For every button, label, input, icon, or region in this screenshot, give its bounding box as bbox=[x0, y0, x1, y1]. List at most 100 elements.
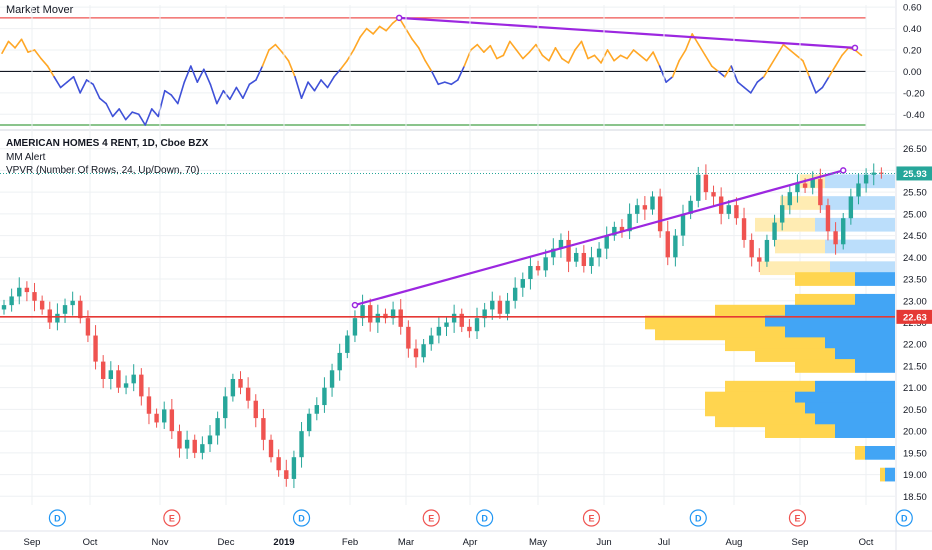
osc-segment bbox=[704, 54, 713, 67]
candle-body bbox=[261, 418, 266, 440]
osc-segment bbox=[789, 49, 798, 57]
candle-body bbox=[238, 378, 243, 388]
vp-down-bar bbox=[855, 446, 865, 460]
osc-segment bbox=[33, 49, 42, 60]
earnings-marker-icon[interactable] bbox=[163, 509, 181, 527]
candle-body bbox=[177, 431, 182, 449]
osc-tick-label: 0.00 bbox=[903, 67, 922, 78]
trendline-handle[interactable] bbox=[851, 44, 859, 52]
dividend-marker-icon[interactable] bbox=[476, 509, 494, 527]
candle-body bbox=[1, 305, 7, 310]
candle-body bbox=[657, 196, 663, 232]
dividend-marker-icon[interactable] bbox=[48, 509, 67, 527]
osc-segment bbox=[424, 59, 433, 73]
candle-body bbox=[383, 313, 388, 319]
candle-body bbox=[146, 396, 152, 414]
candle-body bbox=[833, 231, 838, 245]
candle-body bbox=[184, 439, 190, 449]
candle-body bbox=[764, 239, 770, 262]
earnings-marker-icon[interactable] bbox=[788, 509, 807, 527]
candle-body bbox=[352, 318, 358, 336]
candle-body bbox=[856, 183, 861, 197]
osc-segment bbox=[411, 38, 420, 49]
osc-segment bbox=[802, 59, 811, 78]
candle-body bbox=[154, 413, 159, 423]
last-price-tag bbox=[896, 166, 932, 181]
trendline-handle[interactable] bbox=[351, 301, 359, 309]
earnings-marker-icon[interactable] bbox=[422, 509, 440, 527]
dividend-marker-icon[interactable] bbox=[895, 509, 913, 527]
osc-segment bbox=[92, 83, 101, 100]
candle-body bbox=[543, 257, 548, 271]
candle-body bbox=[848, 196, 854, 219]
vp-down-bar bbox=[715, 413, 815, 428]
price-trendline bbox=[351, 167, 847, 309]
osc-trendline[interactable] bbox=[399, 16, 856, 49]
vp-up-bar bbox=[785, 326, 895, 341]
earnings-marker-label: E bbox=[588, 514, 594, 524]
candle-body bbox=[17, 287, 22, 297]
osc-segment bbox=[736, 81, 746, 89]
osc-pane: Market Mover bbox=[0, 4, 895, 126]
osc-tick-label: -0.20 bbox=[903, 88, 925, 99]
osc-segment bbox=[639, 54, 648, 62]
price-pane: AMERICAN HOMES 4 RENT, 1D, Cboe BZX MM A… bbox=[0, 5, 895, 505]
osc-segment bbox=[268, 43, 277, 51]
candle-body bbox=[116, 370, 121, 388]
osc-segment bbox=[587, 54, 596, 60]
osc-segment bbox=[105, 102, 114, 118]
candle-body bbox=[879, 172, 884, 174]
candle-body bbox=[451, 313, 457, 323]
osc-segment bbox=[385, 22, 394, 32]
vp-down-bar bbox=[760, 261, 830, 276]
vp-up-bar bbox=[855, 359, 895, 373]
candle-body bbox=[734, 205, 739, 219]
candle-body bbox=[696, 174, 701, 201]
osc-trendline bbox=[395, 14, 859, 52]
osc-segment bbox=[242, 83, 251, 100]
osc-segment bbox=[769, 54, 778, 67]
candle-body bbox=[108, 370, 114, 379]
candle-body bbox=[429, 335, 434, 345]
trendline-handle[interactable] bbox=[839, 167, 847, 174]
time-tick-label: Feb bbox=[342, 537, 358, 548]
price-trendline[interactable] bbox=[354, 169, 844, 307]
osc-segment bbox=[763, 65, 772, 78]
candle-body bbox=[245, 387, 251, 401]
candle-body bbox=[139, 374, 144, 397]
osc-segment bbox=[339, 59, 348, 71]
dividend-marker-icon[interactable] bbox=[689, 509, 707, 527]
candle-body bbox=[230, 378, 236, 397]
candle-body bbox=[207, 435, 213, 445]
indicator-mm-alert: MM Alert bbox=[6, 152, 46, 163]
dividend-marker-label: D bbox=[695, 514, 702, 524]
earnings-marker-icon[interactable] bbox=[582, 509, 601, 527]
candle-body bbox=[757, 257, 762, 262]
osc-segment bbox=[72, 75, 81, 94]
price-tick-label: 23.50 bbox=[903, 275, 927, 286]
candle-body bbox=[612, 226, 617, 236]
osc-segment bbox=[561, 57, 570, 64]
trendline-handle[interactable] bbox=[395, 14, 403, 22]
candle-body bbox=[490, 300, 495, 310]
indicator-vpvr: VPVR (Number Of Rows, 24, Up/Down, 70) bbox=[6, 165, 199, 176]
osc-segment bbox=[300, 81, 309, 100]
candle-body bbox=[390, 309, 396, 319]
dividend-marker-icon[interactable] bbox=[292, 509, 311, 527]
osc-tick-label: -0.40 bbox=[903, 110, 925, 121]
osc-segment bbox=[515, 49, 524, 60]
osc-segment bbox=[782, 43, 791, 51]
osc-segment bbox=[59, 81, 68, 89]
vp-up-bar bbox=[835, 348, 895, 362]
osc-segment bbox=[456, 65, 466, 81]
osc-tick-label: 0.60 bbox=[903, 3, 922, 14]
vp-up-bar bbox=[805, 402, 895, 417]
candle-body bbox=[268, 439, 274, 458]
candle-body bbox=[421, 344, 426, 358]
osc-segment bbox=[691, 33, 700, 46]
candle-body bbox=[795, 183, 800, 193]
osc-segment bbox=[229, 86, 238, 101]
osc-segment bbox=[496, 54, 505, 60]
vp-down-bar bbox=[795, 359, 855, 373]
